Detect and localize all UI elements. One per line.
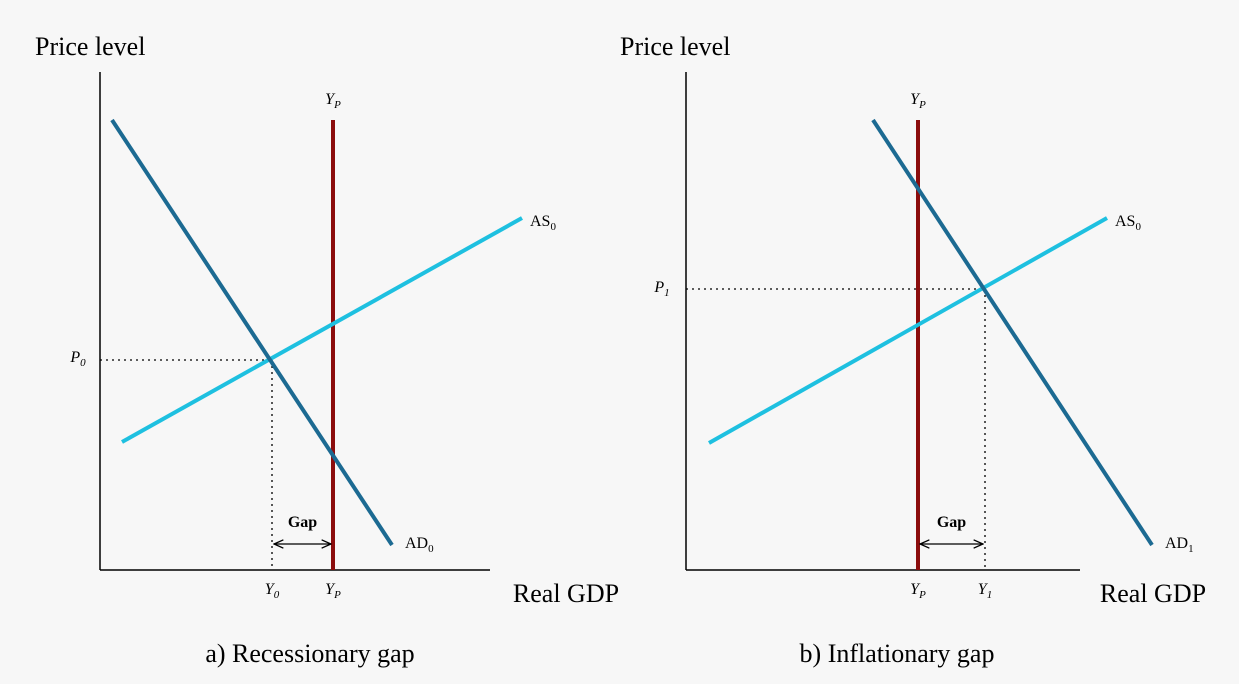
price-label-sub: 0 [80, 357, 86, 369]
demand-label-sub: 1 [1188, 543, 1194, 555]
potential-bottom-label: YP [910, 581, 926, 601]
demand-label-base: AD [405, 535, 428, 552]
output-label-sub: 1 [987, 589, 993, 601]
aggregate-demand [110, 118, 394, 547]
caption: b) Inflationary gap [800, 639, 995, 668]
demand-label-base: AD [1165, 535, 1188, 552]
potential-bottom-label-base: Y [325, 581, 336, 598]
output-label: Y1 [978, 581, 992, 601]
y-axis-label: Price level [35, 32, 145, 61]
potential-top-label-sub: P [333, 99, 341, 111]
output-label-base: Y [265, 581, 276, 598]
potential-top-label-sub: P [918, 99, 926, 111]
price-label: P1 [653, 279, 669, 299]
gap-label: Gap [937, 514, 966, 531]
output-label: Y0 [265, 581, 280, 601]
demand-label: AD1 [1165, 535, 1194, 555]
potential-bottom-label-sub: P [918, 589, 926, 601]
supply-label: AS0 [530, 213, 556, 233]
potential-top-label: YP [325, 91, 341, 111]
output-label-base: Y [978, 581, 989, 598]
potential-bottom-label: YP [325, 581, 341, 601]
output-label-sub: 0 [274, 589, 280, 601]
supply-label-base: AS [1115, 213, 1135, 230]
gap-label: Gap [288, 514, 317, 531]
price-label-base: P [653, 279, 664, 296]
aggregate-supply [708, 216, 1108, 445]
demand-label-sub: 0 [428, 543, 434, 555]
supply-label-sub: 0 [550, 221, 556, 233]
price-label-base: P [69, 349, 80, 366]
aggregate-supply [121, 216, 523, 444]
potential-top-label-base: Y [325, 91, 336, 108]
y-axis-label: Price level [620, 32, 730, 61]
x-axis-label: Real GDP [513, 579, 619, 608]
supply-label: AS0 [1115, 213, 1141, 233]
aggregate-demand [871, 118, 1154, 547]
potential-top-label: YP [910, 91, 926, 111]
caption: a) Recessionary gap [205, 639, 414, 668]
supply-label-sub: 0 [1135, 221, 1141, 233]
potential-top-label-base: Y [910, 91, 921, 108]
price-label-sub: 1 [664, 287, 670, 299]
supply-label-base: AS [530, 213, 550, 230]
x-axis-label: Real GDP [1100, 579, 1206, 608]
potential-bottom-label-base: Y [910, 581, 921, 598]
demand-label: AD0 [405, 535, 434, 555]
price-label: P0 [69, 349, 86, 369]
potential-bottom-label-sub: P [333, 589, 341, 601]
